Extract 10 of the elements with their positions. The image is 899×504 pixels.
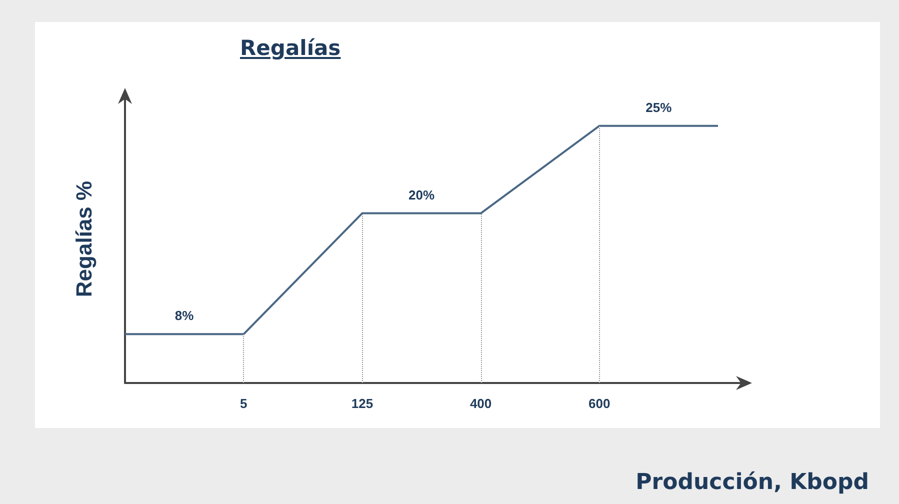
x-axis-title: Producción, Kbopd <box>636 470 869 495</box>
text: 25% <box>646 100 672 115</box>
x-tick-label: 5 <box>240 396 248 411</box>
x-tick-label: 400 <box>470 396 492 411</box>
annotation: 20% <box>408 187 435 202</box>
x-tick-label: 600 <box>588 396 610 411</box>
chart-title: Regalías <box>240 36 341 60</box>
x-tick-label: 125 <box>351 396 374 411</box>
annotation: 8% <box>174 308 194 324</box>
y-axis-title: Regalías % <box>72 180 96 298</box>
